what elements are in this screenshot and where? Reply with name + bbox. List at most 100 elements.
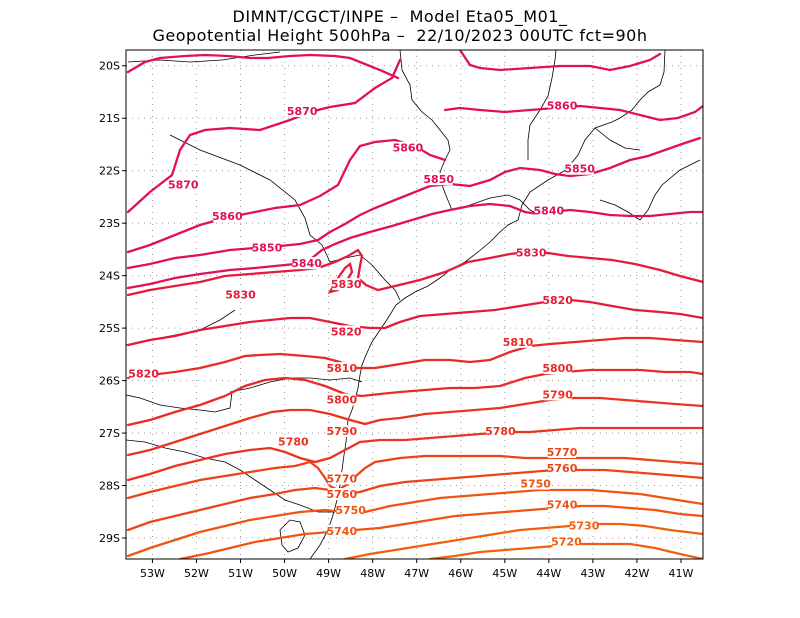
contour-label-5860: 5860 bbox=[393, 142, 424, 155]
contour-label-5720: 5720 bbox=[551, 535, 582, 548]
contour-label-background bbox=[129, 367, 158, 380]
contour-label-background bbox=[169, 178, 198, 191]
contour-label-5870: 5870 bbox=[287, 105, 318, 118]
lon-tick-label: 53W bbox=[140, 567, 165, 580]
contour-label-background bbox=[521, 477, 550, 490]
lon-tick-label: 44W bbox=[536, 567, 561, 580]
contour-label-5850: 5850 bbox=[423, 173, 454, 186]
contour-labels: 5870 5870 5860 5860 5860 5850 5850 5850 5840 5840… bbox=[128, 99, 600, 548]
contour-label-background bbox=[332, 278, 361, 291]
state-border-parana-river bbox=[169, 134, 331, 263]
contour-label-background bbox=[548, 99, 577, 112]
contour-label-background bbox=[548, 446, 577, 459]
contour-5790 bbox=[126, 396, 703, 457]
contour-5810 bbox=[126, 336, 703, 380]
contour-5740 bbox=[178, 504, 703, 559]
lat-tick-label: 28S bbox=[99, 480, 120, 493]
contour-label-5800: 5800 bbox=[327, 394, 358, 407]
contour-5870 bbox=[126, 53, 400, 80]
contour-5780 bbox=[126, 426, 703, 482]
contour-label-5760: 5760 bbox=[547, 462, 578, 475]
contour-label-5750: 5750 bbox=[520, 478, 551, 491]
lat-tick-label: 22S bbox=[99, 165, 120, 178]
contour-5850 bbox=[126, 136, 702, 270]
height-contours bbox=[126, 50, 703, 559]
contour-label-background bbox=[288, 104, 317, 117]
contour-label-background bbox=[327, 393, 356, 406]
lon-tick-label: 48W bbox=[360, 567, 385, 580]
contour-label-background bbox=[292, 257, 321, 270]
contour-label-5830: 5830 bbox=[331, 278, 362, 291]
contour-label-5780: 5780 bbox=[485, 425, 516, 438]
contour-label-5860: 5860 bbox=[212, 210, 243, 223]
contour-label-5800: 5800 bbox=[542, 362, 573, 375]
contour-label-5740: 5740 bbox=[327, 525, 358, 538]
lon-tick-label: 42W bbox=[624, 567, 649, 580]
contour-label-5850: 5850 bbox=[252, 241, 283, 254]
contour-label-5770: 5770 bbox=[547, 446, 578, 459]
contour-label-5740: 5740 bbox=[547, 499, 578, 512]
lagoon-dos-patos bbox=[279, 519, 306, 553]
contour-5860 bbox=[443, 104, 703, 122]
contour-label-5830: 5830 bbox=[225, 289, 256, 302]
map-title-line-2: Geopotential Height 500hPa – 22/10/2023 … bbox=[152, 26, 648, 45]
contour-label-background bbox=[424, 173, 453, 186]
lat-tick-label: 26S bbox=[99, 375, 120, 388]
lat-tick-label: 20S bbox=[99, 60, 120, 73]
lat-tick-label: 27S bbox=[99, 427, 120, 440]
contour-label-background bbox=[534, 204, 563, 217]
contour-label-background bbox=[327, 362, 356, 375]
contour-label-background bbox=[543, 362, 572, 375]
country-border-argentina bbox=[126, 391, 233, 413]
contour-label-5790: 5790 bbox=[327, 425, 358, 438]
lon-tick-label: 46W bbox=[448, 567, 473, 580]
lon-tick-label: 49W bbox=[316, 567, 341, 580]
contour-label-5810: 5810 bbox=[327, 362, 358, 375]
lon-tick-label: 47W bbox=[404, 567, 429, 580]
contour-label-5730: 5730 bbox=[569, 520, 600, 533]
state-border-es-rj-coast bbox=[599, 159, 701, 221]
contour-label-background bbox=[543, 388, 572, 401]
latitude-axis: 20S 21S 22S 23S 24S 25S 26S 27S 28S 29S bbox=[99, 60, 126, 545]
contour-5760 bbox=[126, 468, 703, 532]
lon-tick-label: 41W bbox=[669, 567, 694, 580]
contour-label-background bbox=[327, 472, 356, 485]
map-title-line-1: DIMNT/CGCT/INPE – Model Eta05_M01_ bbox=[232, 7, 568, 26]
lat-tick-label: 23S bbox=[99, 217, 120, 230]
contour-label-5770: 5770 bbox=[327, 472, 358, 485]
contour-5800 bbox=[126, 368, 703, 427]
contour-label-background bbox=[517, 246, 546, 259]
contour-5840 bbox=[126, 202, 703, 290]
contour-label-5760: 5760 bbox=[327, 488, 358, 501]
contour-label-5840: 5840 bbox=[291, 257, 322, 270]
lon-tick-label: 43W bbox=[580, 567, 605, 580]
contour-label-5790: 5790 bbox=[542, 388, 573, 401]
longitude-axis: 53W 52W 51W 50W 49W 48W 47W 46W 45W 44W 43W 42W 41W bbox=[140, 559, 694, 580]
contour-5770 bbox=[126, 454, 703, 500]
contour-label-5780: 5780 bbox=[278, 436, 309, 449]
contour-label-background bbox=[279, 435, 308, 448]
state-border-ba-mg bbox=[594, 127, 641, 151]
lon-tick-label: 50W bbox=[272, 567, 297, 580]
contour-label-background bbox=[552, 535, 581, 548]
map-grid bbox=[126, 50, 703, 559]
state-border-mg-es bbox=[527, 50, 557, 160]
contour-label-background bbox=[548, 498, 577, 511]
coastline-and-borders bbox=[126, 50, 701, 559]
state-border-pr-sc bbox=[229, 377, 363, 393]
contour-label-5850: 5850 bbox=[564, 163, 595, 176]
contour-label-background bbox=[226, 288, 255, 301]
map-frame bbox=[125, 49, 704, 560]
contour-label-background bbox=[332, 325, 361, 338]
contour-label-background bbox=[327, 425, 356, 438]
contour-label-5860: 5860 bbox=[547, 100, 578, 113]
contour-label-background bbox=[570, 519, 599, 532]
lat-tick-label: 21S bbox=[99, 112, 120, 125]
contour-5870 bbox=[126, 58, 402, 214]
lat-tick-label: 24S bbox=[99, 270, 120, 283]
contour-label-background bbox=[336, 503, 365, 516]
state-border-sc-rs bbox=[126, 439, 335, 513]
lon-tick-label: 52W bbox=[184, 567, 209, 580]
coastline bbox=[309, 50, 666, 559]
